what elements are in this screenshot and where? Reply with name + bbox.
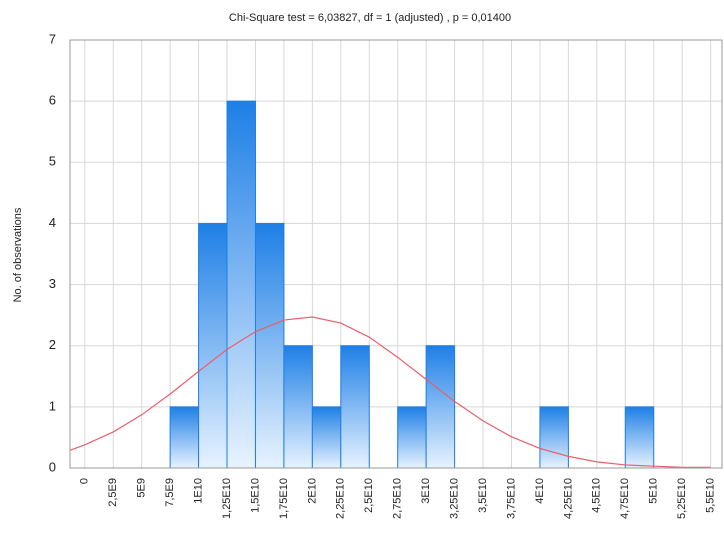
bar [226, 100, 256, 469]
y-tick-label: 5 [49, 154, 56, 169]
x-tick-label: 5E9 [136, 478, 148, 498]
x-tick-label: 1,75E10 [278, 478, 290, 519]
y-tick-label: 7 [49, 31, 56, 46]
chart-title: Chi-Square test = 6,03827, df = 1 (adjus… [229, 12, 511, 24]
bar [169, 406, 200, 469]
y-tick-label: 1 [49, 398, 56, 413]
normal-curve [69, 316, 711, 468]
bar [311, 406, 342, 469]
x-tick-label: 1,5E10 [249, 478, 261, 513]
x-tick-label: 4,5E10 [591, 478, 603, 513]
x-tick-label: 2E10 [306, 478, 318, 504]
x-tick-label: 4E10 [534, 478, 546, 504]
y-tick-label: 0 [49, 459, 56, 474]
x-tick-label: 3,5E10 [477, 478, 489, 513]
x-tick-label: 1,25E10 [221, 478, 233, 519]
x-tick-label: 7,5E9 [164, 478, 176, 507]
x-tick-label: 3E10 [420, 478, 432, 504]
x-tick-label: 4,75E10 [619, 478, 631, 519]
y-axis-label: No. of observations [12, 207, 24, 302]
x-tick-label: 5,5E10 [705, 478, 717, 513]
x-tick-label: 5E10 [648, 478, 660, 504]
y-tick-label: 4 [49, 215, 56, 230]
x-tick-label: 4,25E10 [562, 478, 574, 519]
bar [425, 345, 456, 469]
x-tick-label: 2,25E10 [335, 478, 347, 519]
bar [397, 406, 427, 469]
x-tick-label: 3,75E10 [505, 478, 517, 519]
y-tick-label: 3 [49, 276, 56, 291]
x-tick-label: 2,5E10 [363, 478, 375, 513]
x-tick-label: 2,75E10 [392, 478, 404, 519]
bar [198, 222, 228, 469]
x-tick-label: 0 [79, 478, 91, 484]
plot-frame [69, 39, 723, 469]
y-tick-label: 6 [49, 93, 56, 108]
bar [340, 345, 370, 469]
x-tick-label: 3,25E10 [449, 478, 461, 519]
x-tick-label: 5,25E10 [676, 478, 688, 519]
y-tick-label: 2 [49, 337, 56, 352]
bar [283, 345, 313, 469]
bar [254, 222, 285, 469]
bar [539, 406, 569, 469]
bar [624, 406, 655, 469]
plot-area [69, 39, 723, 469]
x-tick-label: 2,5E9 [107, 478, 119, 507]
x-tick-label: 1E10 [192, 478, 204, 504]
